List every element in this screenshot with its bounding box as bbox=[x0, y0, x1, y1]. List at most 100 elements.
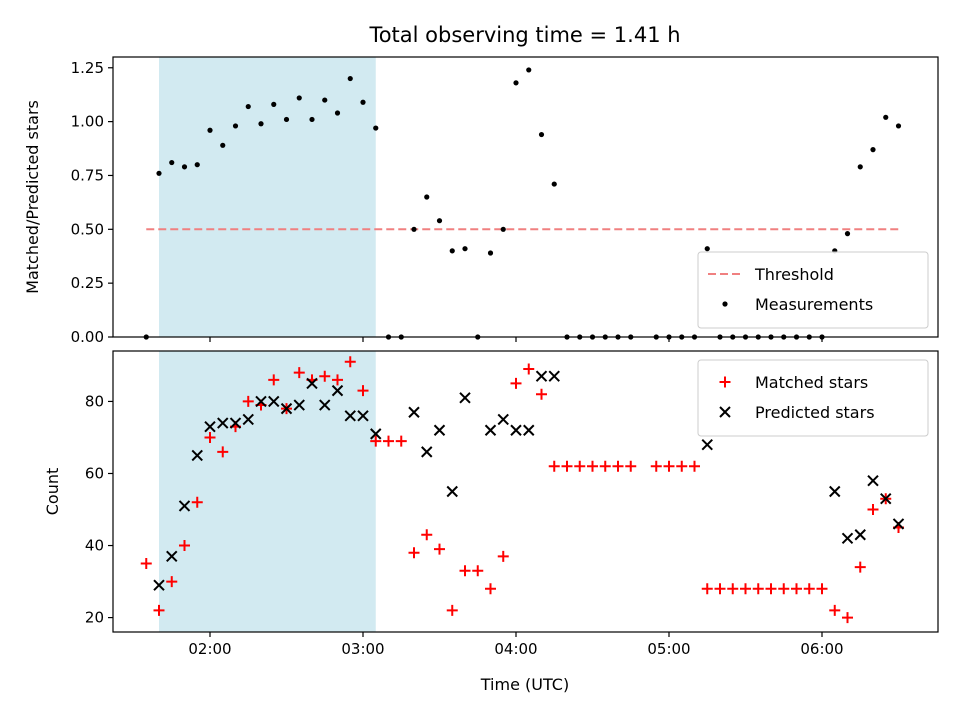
legend: Matched stars Predicted stars bbox=[697, 359, 929, 437]
data-point bbox=[370, 435, 382, 447]
x-axis-label: Time (UTC) bbox=[480, 675, 569, 694]
x-tick-label: 06:00 bbox=[800, 640, 843, 658]
data-point bbox=[268, 395, 280, 408]
data-point bbox=[446, 604, 458, 616]
data-point bbox=[194, 162, 200, 168]
data-point bbox=[280, 402, 293, 415]
data-point bbox=[650, 460, 662, 472]
y-tick-label: 60 bbox=[85, 464, 104, 482]
data-point bbox=[178, 500, 191, 512]
y-axis-label: Count bbox=[43, 468, 62, 516]
series-predicted-stars bbox=[153, 370, 905, 591]
data-point bbox=[829, 485, 841, 498]
data-point bbox=[191, 496, 203, 508]
data-point bbox=[485, 583, 496, 595]
legend-label: Measurements bbox=[755, 295, 873, 314]
x-tick-label: 02:00 bbox=[188, 640, 231, 658]
data-point bbox=[536, 388, 547, 400]
data-point bbox=[714, 583, 726, 595]
legend-marker bbox=[719, 376, 731, 388]
data-point bbox=[446, 485, 458, 498]
data-point bbox=[411, 226, 417, 232]
data-point bbox=[370, 428, 382, 440]
data-point bbox=[319, 399, 331, 411]
data-point bbox=[867, 504, 879, 516]
data-point bbox=[883, 114, 889, 120]
data-point bbox=[421, 529, 433, 541]
data-point bbox=[526, 67, 532, 73]
data-point bbox=[689, 460, 700, 472]
data-point bbox=[778, 583, 790, 595]
x-tick-label: 03:00 bbox=[341, 640, 384, 658]
data-point bbox=[704, 246, 710, 252]
data-point bbox=[510, 424, 522, 436]
legend-marker bbox=[722, 301, 728, 307]
data-point bbox=[842, 612, 853, 624]
data-point bbox=[895, 123, 902, 129]
data-point bbox=[870, 147, 876, 153]
data-point bbox=[816, 583, 828, 595]
observing-window-shade bbox=[159, 351, 376, 632]
y-tick-label: 0.25 bbox=[71, 274, 104, 292]
data-point bbox=[153, 579, 165, 591]
data-point bbox=[424, 194, 430, 200]
data-point bbox=[245, 103, 251, 110]
data-point bbox=[701, 438, 713, 451]
data-point bbox=[169, 159, 175, 166]
data-point bbox=[309, 116, 315, 123]
data-point bbox=[434, 543, 445, 555]
data-point bbox=[395, 435, 407, 447]
data-point bbox=[166, 576, 178, 588]
data-point bbox=[740, 583, 751, 595]
y-tick-label: 0.00 bbox=[71, 328, 104, 346]
data-point bbox=[242, 395, 254, 407]
data-point bbox=[220, 142, 226, 148]
data-point bbox=[334, 110, 341, 116]
data-point bbox=[271, 101, 277, 107]
data-point bbox=[449, 248, 455, 254]
data-point bbox=[306, 377, 318, 390]
data-point bbox=[497, 413, 509, 426]
data-point bbox=[663, 460, 675, 472]
data-point bbox=[204, 420, 216, 433]
data-point bbox=[612, 460, 624, 472]
data-point bbox=[421, 446, 433, 458]
data-point bbox=[179, 540, 190, 552]
data-point bbox=[217, 417, 229, 429]
data-point bbox=[857, 164, 863, 170]
x-tick-label: 04:00 bbox=[494, 640, 537, 658]
data-point bbox=[487, 250, 494, 256]
data-point bbox=[538, 131, 545, 138]
legend: Threshold Measurements bbox=[697, 251, 929, 329]
data-point bbox=[551, 181, 557, 187]
data-point bbox=[319, 370, 331, 382]
legend-marker bbox=[719, 406, 731, 418]
data-point bbox=[880, 492, 892, 505]
data-point bbox=[500, 226, 506, 232]
data-point bbox=[181, 164, 188, 170]
data-point bbox=[727, 583, 739, 595]
data-point bbox=[574, 460, 586, 472]
series-matched-stars bbox=[140, 356, 904, 624]
data-point bbox=[293, 399, 305, 411]
data-point bbox=[510, 377, 522, 389]
y-tick-label: 40 bbox=[85, 537, 104, 555]
data-point bbox=[484, 424, 497, 436]
data-point bbox=[867, 474, 879, 487]
y-tick-label: 0.50 bbox=[71, 220, 104, 238]
data-point bbox=[701, 583, 713, 595]
data-point bbox=[548, 460, 560, 472]
data-point bbox=[360, 99, 366, 105]
y-axis-label: Matched/Predicted stars bbox=[23, 100, 42, 294]
data-point bbox=[229, 417, 242, 429]
data-point bbox=[625, 460, 637, 472]
data-point bbox=[548, 370, 560, 382]
data-point bbox=[599, 460, 611, 472]
data-point bbox=[258, 121, 264, 127]
panel-counts: 20 40 60 80 02:00 03:00 04:00 05:00 06:00 Count Ma… bbox=[43, 350, 939, 658]
legend-box bbox=[697, 359, 929, 437]
axes-frame bbox=[112, 56, 939, 338]
data-point bbox=[561, 460, 573, 472]
observing-window-shade bbox=[159, 57, 376, 337]
legend-label: Threshold bbox=[754, 265, 834, 284]
